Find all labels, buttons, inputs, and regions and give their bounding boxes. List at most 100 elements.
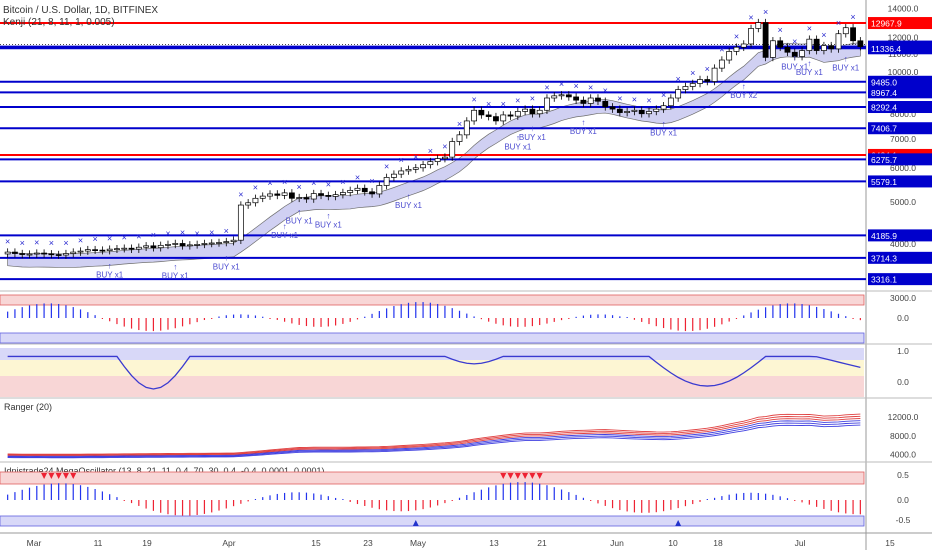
msi-bar (546, 318, 548, 324)
buy-signal-arrow: ↑ (406, 192, 410, 201)
level-tag (868, 251, 932, 264)
x-tick-label: 18 (713, 538, 723, 548)
mega-bar (823, 500, 825, 509)
stop-cross-mark: × (238, 189, 243, 199)
mega-bar (87, 486, 89, 500)
stop-cross-mark: × (661, 90, 666, 100)
stop-cross-mark: × (209, 227, 214, 237)
level-label: 3714.3 (871, 253, 897, 263)
candle-body (842, 27, 849, 35)
candle-body (500, 114, 507, 122)
stop-cross-mark: × (326, 180, 331, 190)
candle-body (624, 111, 631, 113)
x-tick-label: 13 (489, 538, 499, 548)
msi-bar (539, 318, 541, 326)
mega-bar (393, 500, 395, 512)
ranger-line (7, 418, 861, 457)
msi-bar (378, 311, 380, 318)
candle-body (697, 79, 703, 84)
candle-body (310, 193, 317, 200)
candle-body (835, 33, 842, 50)
mega-bar (43, 484, 45, 500)
msi-bar (597, 314, 599, 318)
ranger-line (7, 422, 861, 458)
msi-bar (837, 313, 840, 318)
stop-cross-mark: × (457, 119, 462, 129)
msi-bar (218, 316, 220, 318)
level-label: 8967.4 (871, 88, 897, 98)
ranger-line (7, 424, 861, 459)
stop-cross-mark: × (807, 23, 812, 33)
candle-body (529, 108, 536, 115)
candle-body (784, 46, 791, 53)
msi-bar (772, 305, 774, 318)
msi-bar (575, 316, 577, 318)
mega-bar (582, 497, 585, 500)
stop-cross-mark: × (253, 183, 258, 193)
msi-bar (211, 318, 213, 319)
msi-bar (582, 315, 585, 318)
msi-bar (138, 318, 140, 331)
stop-cross-mark: × (267, 178, 272, 188)
level-tag (868, 273, 932, 286)
level-tag (868, 75, 932, 88)
msi-bar (232, 314, 235, 318)
candle-body (412, 167, 419, 170)
mega-bar (378, 500, 380, 510)
mega-bar (72, 484, 74, 500)
level-tag (868, 122, 932, 135)
candle-body (128, 247, 135, 250)
candle-body (33, 252, 40, 255)
msi-bar (291, 318, 293, 324)
x-tick-label: 11 (94, 538, 103, 548)
indicator-legend[interactable]: Kenji (21, 8, 11, 1, 0.005) (3, 17, 115, 28)
candle-body (551, 95, 558, 99)
candle-body (602, 100, 609, 108)
mega-bar (699, 500, 701, 502)
stop-cross-mark: × (122, 232, 127, 242)
msi-bar (655, 318, 657, 327)
msi-bar (72, 307, 74, 318)
mega-bar (786, 498, 789, 500)
stop-cross-mark: × (603, 86, 608, 96)
mega-bar (502, 483, 504, 500)
mega-bar (109, 494, 111, 500)
mega-bar (254, 499, 257, 500)
mega-bar (189, 500, 191, 516)
msi-bar (779, 304, 781, 318)
stop-cross-mark: × (369, 176, 374, 186)
price-y-tick-label: 14000.0 (888, 4, 919, 14)
candle-body (740, 43, 747, 48)
msi-bar (677, 318, 679, 331)
price-y-tick-label: 8000.0 (890, 109, 916, 119)
msi-bar (728, 318, 730, 322)
candle-body (354, 187, 361, 191)
x-tick-label: 15 (885, 538, 895, 548)
msi-bar (444, 305, 446, 318)
stop-cross-mark: × (63, 238, 68, 248)
stop-cross-mark: × (734, 32, 739, 42)
candle-body (318, 193, 324, 196)
tdi-line (7, 355, 861, 390)
mega-bar (28, 487, 31, 500)
stop-cross-mark: × (778, 25, 783, 35)
mega-bar (211, 500, 213, 513)
msi-bar (189, 318, 191, 325)
stop-cross-mark: × (78, 235, 83, 245)
symbol-title[interactable]: Bitcoin / U.S. Dollar, 1D, BITFINEX (3, 5, 159, 16)
mega-bar (721, 496, 723, 500)
buy-signal-label: BUY x1 (781, 62, 809, 71)
level-label: 3316.1 (871, 275, 897, 285)
price-y-tick-label: 10000.0 (888, 67, 919, 77)
level-label: 9485.0 (871, 77, 897, 87)
msi-bar (254, 315, 257, 318)
candle-body (558, 94, 565, 97)
mega-bar (466, 494, 468, 500)
candle-body (179, 243, 186, 247)
stop-cross-mark: × (107, 233, 112, 243)
kenji-band (7, 42, 861, 268)
msi-bar (735, 318, 738, 319)
mega-upper-zone (0, 471, 865, 485)
pane-y-tick-label: 4000.0 (890, 450, 916, 460)
